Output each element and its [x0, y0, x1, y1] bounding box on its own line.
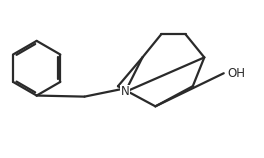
Text: N: N [121, 85, 130, 98]
Text: OH: OH [227, 67, 245, 80]
